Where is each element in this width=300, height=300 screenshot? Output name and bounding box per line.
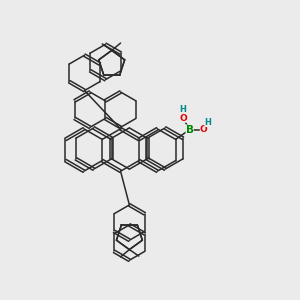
Text: O: O xyxy=(179,114,187,123)
Text: O: O xyxy=(200,125,208,134)
Text: H: H xyxy=(204,118,211,127)
Text: H: H xyxy=(180,105,186,114)
Text: B: B xyxy=(186,124,194,135)
